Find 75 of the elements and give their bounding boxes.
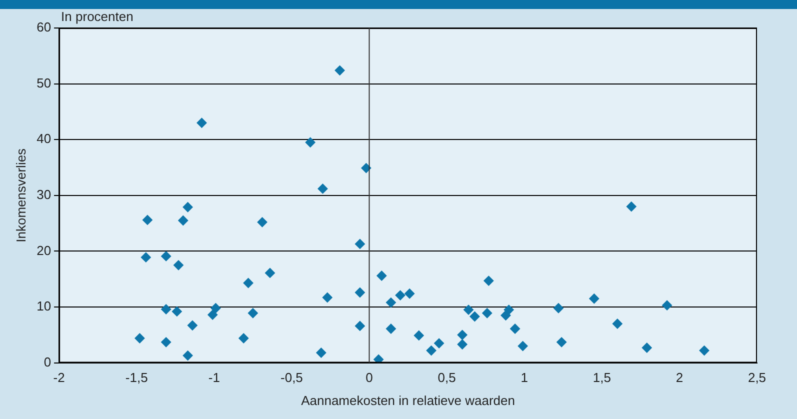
point <box>354 238 365 249</box>
point <box>248 308 258 318</box>
point <box>322 292 332 303</box>
y-tick-label: 10 <box>36 298 52 314</box>
point <box>699 346 710 356</box>
y-tick-label: 0 <box>44 354 52 370</box>
point <box>553 303 564 314</box>
point <box>589 294 600 304</box>
point <box>470 311 480 322</box>
x-tick-label: 1 <box>520 370 528 386</box>
point <box>178 216 188 226</box>
point <box>504 304 514 315</box>
x-tick-label: -0,5 <box>280 370 303 386</box>
point <box>334 65 345 76</box>
point <box>243 278 254 288</box>
point <box>318 184 328 194</box>
point <box>134 333 145 344</box>
y-tick-label: 60 <box>36 20 52 35</box>
point <box>464 304 474 315</box>
point <box>414 330 424 340</box>
point <box>457 330 468 340</box>
text: In procenten <box>61 9 134 24</box>
point <box>238 333 249 344</box>
point <box>642 342 652 353</box>
point <box>140 252 151 262</box>
point <box>510 324 520 334</box>
point <box>161 251 172 262</box>
x-tick-label: 1,5 <box>592 370 611 386</box>
point <box>208 310 218 320</box>
point <box>457 339 468 350</box>
point <box>354 320 365 331</box>
point <box>182 202 193 212</box>
point <box>484 276 494 286</box>
point <box>426 346 436 356</box>
point <box>210 303 221 314</box>
x-tick-label: 0,5 <box>438 370 456 386</box>
point <box>305 137 316 148</box>
point <box>556 337 567 348</box>
x-tick-label: -1 <box>208 370 220 386</box>
point <box>376 270 387 281</box>
y-tick-label: 20 <box>36 242 52 258</box>
point <box>316 348 326 358</box>
point <box>374 354 384 363</box>
point <box>142 214 152 225</box>
point <box>386 324 396 334</box>
y-tick-label: 50 <box>36 75 52 90</box>
point <box>612 318 622 329</box>
x-tick-label: 2,5 <box>748 370 766 386</box>
point <box>187 320 198 330</box>
point <box>482 308 492 318</box>
point <box>361 163 372 174</box>
x-tick-label: -1,5 <box>125 370 148 386</box>
point <box>172 306 182 316</box>
point <box>257 217 268 228</box>
point <box>662 300 672 310</box>
x-tick-label: 0 <box>366 370 373 386</box>
point <box>626 202 636 212</box>
point <box>434 338 444 348</box>
point <box>173 260 184 270</box>
point <box>161 304 172 314</box>
x-tick-label: -2 <box>53 370 65 386</box>
point <box>404 288 415 299</box>
x-axis-title: Aannamekosten in relatieve waarden <box>301 392 515 408</box>
y-tick-label: 30 <box>36 186 52 202</box>
x-tick-label: 2 <box>676 370 684 386</box>
point <box>354 287 365 298</box>
point <box>161 337 172 348</box>
point <box>395 290 406 300</box>
point <box>518 341 528 352</box>
y-axis-title: Inkomensverlies <box>13 148 28 242</box>
point <box>264 268 275 278</box>
point <box>182 350 193 361</box>
point <box>196 118 207 128</box>
y-tick-label: 40 <box>36 131 52 146</box>
point <box>386 298 396 308</box>
